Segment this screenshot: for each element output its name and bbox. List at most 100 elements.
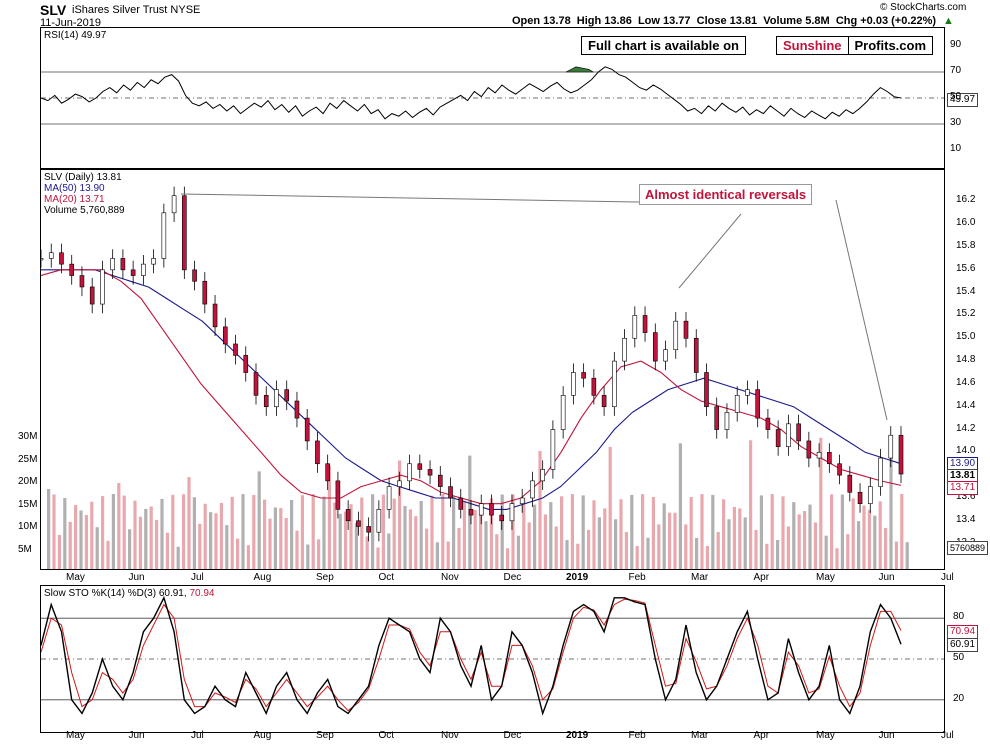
volume-bar bbox=[543, 514, 547, 569]
candle-body bbox=[755, 389, 760, 419]
month-label: 2019 bbox=[566, 730, 589, 741]
axis-tick-label: 10M bbox=[18, 521, 38, 532]
volume-bar bbox=[176, 546, 180, 569]
volume-bar bbox=[435, 542, 439, 569]
month-label: 2019 bbox=[566, 572, 589, 583]
sto-k-line bbox=[41, 595, 902, 716]
volume-bar bbox=[160, 498, 164, 569]
full-chart-promo: Full chart is available on bbox=[581, 36, 746, 55]
volume-bar bbox=[209, 512, 213, 569]
volume-bar bbox=[452, 495, 456, 569]
volume-bar bbox=[689, 497, 693, 569]
candle-body bbox=[284, 389, 290, 402]
ma50-label: MA(50) 13.90 bbox=[44, 183, 105, 194]
volume-bar bbox=[835, 548, 839, 569]
annotation-pointer bbox=[835, 199, 888, 421]
sto-plot bbox=[41, 595, 944, 716]
rsi-label: RSI(14) 49.97 bbox=[44, 30, 107, 41]
volume-bar bbox=[608, 446, 612, 569]
candle-body bbox=[724, 412, 730, 430]
volume-bar bbox=[360, 497, 364, 569]
volume-bar bbox=[803, 511, 807, 569]
candle-body bbox=[263, 395, 269, 408]
volume-bar bbox=[111, 494, 115, 569]
volume-bar bbox=[52, 494, 56, 569]
volume-bar bbox=[819, 437, 823, 569]
price-label: SLV (Daily) 13.81 bbox=[44, 172, 122, 183]
volume-bar bbox=[462, 501, 466, 569]
volume-bar bbox=[614, 519, 618, 569]
volume-bar bbox=[198, 523, 202, 569]
volume-bar bbox=[776, 540, 780, 569]
candle-body bbox=[59, 252, 64, 265]
ma50-tag: 13.90 bbox=[947, 457, 979, 471]
volume-bar bbox=[813, 522, 817, 569]
volume-bar bbox=[538, 451, 542, 569]
axis-tick-label: 15.4 bbox=[956, 285, 976, 297]
volume-bar bbox=[47, 489, 51, 569]
candle-body bbox=[663, 349, 668, 362]
up-arrow-icon: ▲ bbox=[943, 15, 954, 27]
price-plot bbox=[41, 186, 909, 569]
symbol: SLV bbox=[40, 2, 67, 18]
volume-bar bbox=[527, 522, 531, 569]
month-label: Feb bbox=[628, 572, 646, 583]
axis-tick-label: 80 bbox=[953, 611, 965, 623]
security-name: iShares Silver Trust NYSE bbox=[72, 4, 201, 16]
candle-body bbox=[571, 372, 576, 396]
volume-bar bbox=[619, 499, 623, 569]
candle-body bbox=[48, 252, 54, 259]
volume-bar bbox=[279, 507, 283, 569]
volume-bar bbox=[268, 518, 272, 569]
volume-bar bbox=[592, 500, 596, 569]
candle-body bbox=[683, 320, 689, 339]
volume-bar bbox=[549, 502, 553, 569]
axis-tick-label: 14.0 bbox=[956, 445, 976, 457]
volume-bar bbox=[246, 545, 250, 569]
sunshine-profits-link[interactable]: Sunshine Profits.com bbox=[776, 36, 934, 55]
axis-tick-label: 16.0 bbox=[956, 217, 976, 229]
axis-tick-label: 90 bbox=[950, 39, 962, 50]
candle-body bbox=[468, 509, 474, 516]
volume-bar bbox=[349, 504, 353, 569]
month-label: Jul bbox=[191, 572, 204, 583]
volume-bar bbox=[560, 496, 564, 569]
candle-body bbox=[898, 434, 904, 475]
axis-tick-label: 30M bbox=[18, 431, 38, 442]
axis-tick-label: 20 bbox=[953, 692, 965, 704]
volume-bar bbox=[695, 537, 699, 569]
month-label: Dec bbox=[503, 730, 522, 741]
candle-body bbox=[704, 372, 709, 408]
volume-bar bbox=[322, 496, 326, 569]
candle-body bbox=[253, 372, 259, 396]
volume-bar bbox=[641, 494, 645, 569]
axis-tick-label: 14.2 bbox=[956, 422, 976, 434]
volume-bar bbox=[338, 513, 342, 569]
volume-bar bbox=[214, 513, 218, 569]
volume-bar bbox=[284, 518, 288, 569]
candle-body bbox=[243, 355, 249, 373]
volume-bar bbox=[165, 532, 169, 569]
axis-tick-label: 15.8 bbox=[956, 240, 976, 252]
chart-date: 11-Jun-2019 bbox=[40, 17, 101, 29]
candle-body bbox=[366, 526, 371, 533]
volume-bar bbox=[95, 527, 99, 569]
volume-bar bbox=[646, 537, 650, 569]
axis-tick-label: 50 bbox=[953, 652, 965, 663]
volume-bar bbox=[419, 500, 423, 569]
volume-bar bbox=[441, 494, 445, 569]
volume-bar bbox=[155, 519, 159, 569]
candle-body bbox=[499, 514, 505, 522]
volume-bar bbox=[371, 494, 375, 569]
volume-bar bbox=[889, 435, 893, 569]
axis-tick-label: 10 bbox=[950, 143, 962, 154]
volume-bar bbox=[63, 498, 67, 569]
axis-tick-label: 25M bbox=[18, 453, 38, 465]
volume-bar bbox=[230, 496, 234, 569]
volume-bar bbox=[587, 529, 591, 569]
volume-bar bbox=[603, 508, 607, 569]
candle-body bbox=[888, 434, 894, 459]
candle-body bbox=[827, 452, 832, 465]
volume-bar bbox=[495, 534, 499, 569]
volume-bar bbox=[651, 497, 655, 569]
